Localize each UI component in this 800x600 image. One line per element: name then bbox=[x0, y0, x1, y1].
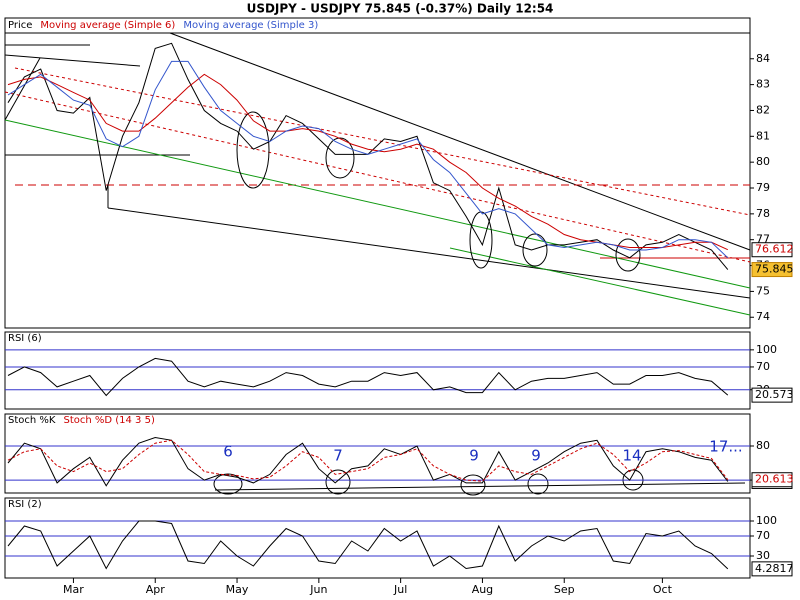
value-label: 4.2817 bbox=[755, 562, 794, 575]
trendline bbox=[14, 67, 751, 216]
series-line bbox=[7, 357, 729, 397]
series-line bbox=[7, 439, 729, 482]
value-box bbox=[751, 472, 793, 488]
annotation: 9 bbox=[531, 447, 541, 465]
highlight-ellipse bbox=[236, 111, 270, 189]
trendline bbox=[449, 247, 751, 316]
trendline bbox=[4, 57, 41, 121]
y-tick-label: 83 bbox=[756, 78, 770, 91]
value-box bbox=[751, 561, 793, 577]
highlight-ellipse bbox=[522, 233, 548, 267]
y-tick-label: 80 bbox=[756, 439, 770, 452]
trendline bbox=[214, 482, 746, 491]
trendline bbox=[4, 119, 751, 289]
highlight-ellipse bbox=[527, 473, 549, 495]
x-tick-label: Oct bbox=[653, 583, 673, 596]
x-tick-label: Mar bbox=[63, 583, 84, 596]
value-box bbox=[751, 262, 793, 278]
chart-title: USDJPY - USDJPY 75.845 (-0.37%) Daily 12… bbox=[247, 2, 554, 16]
x-tick-label: Sep bbox=[554, 583, 575, 596]
y-tick-label: 30 bbox=[756, 549, 770, 562]
annotation: 9 bbox=[469, 447, 479, 465]
legend-entry: Price bbox=[8, 20, 32, 31]
price-panel bbox=[4, 17, 751, 329]
legend-entry: Moving average (Simple 6) bbox=[40, 20, 175, 31]
highlight-ellipse bbox=[469, 211, 493, 269]
legend-entry: Stoch %K bbox=[8, 415, 56, 426]
legend-entry: Stoch %D (14 3 5) bbox=[63, 415, 154, 426]
highlight-ellipse bbox=[213, 473, 243, 495]
y-tick-label: 75 bbox=[756, 284, 770, 297]
series-line bbox=[7, 520, 729, 570]
highlight-ellipse bbox=[325, 469, 351, 495]
stoch-panel bbox=[4, 413, 751, 494]
trendline bbox=[4, 54, 141, 67]
annotation: 14 bbox=[622, 447, 641, 465]
legend-entry: Moving average (Simple 3) bbox=[183, 20, 318, 31]
value-label: 20.573 bbox=[755, 388, 794, 401]
x-tick-label: Apr bbox=[146, 583, 166, 596]
value-label: 75.845 bbox=[755, 263, 794, 276]
series-line bbox=[7, 73, 729, 251]
value-box bbox=[751, 242, 793, 258]
rsi2-panel bbox=[4, 497, 751, 579]
annotation: 17... bbox=[709, 438, 742, 456]
value-label: 76.612 bbox=[755, 243, 794, 256]
legend-entry: RSI (2) bbox=[8, 499, 42, 510]
trendline bbox=[107, 207, 751, 299]
value-label: 20.613 bbox=[755, 473, 794, 486]
y-tick-label: 70 bbox=[756, 529, 770, 542]
y-tick-label: 74 bbox=[756, 310, 770, 323]
legend-entry: RSI (6) bbox=[8, 333, 42, 344]
x-tick-label: Aug bbox=[472, 583, 493, 596]
trendline bbox=[169, 32, 751, 251]
trendlines bbox=[4, 32, 751, 496]
y-tick-label: 80 bbox=[756, 155, 770, 168]
series-line bbox=[7, 60, 729, 259]
y-tick-label: 100 bbox=[756, 343, 777, 356]
y-tick-label: 82 bbox=[756, 103, 770, 116]
x-tick-label: Jul bbox=[393, 583, 407, 596]
y-tick-label: 79 bbox=[756, 181, 770, 194]
y-tick-label: 81 bbox=[756, 129, 770, 142]
y-tick-label: 100 bbox=[756, 514, 777, 527]
highlight-ellipse bbox=[325, 137, 355, 179]
series-line bbox=[7, 42, 729, 270]
x-tick-label: May bbox=[226, 583, 249, 596]
highlight-ellipse bbox=[460, 474, 486, 496]
y-tick-label: 78 bbox=[756, 207, 770, 220]
y-tick-label: 70 bbox=[756, 360, 770, 373]
rsi6-panel bbox=[4, 331, 751, 410]
value-box bbox=[751, 387, 793, 403]
annotation: 7 bbox=[333, 447, 343, 465]
series-line bbox=[7, 436, 729, 487]
highlight-ellipse bbox=[615, 238, 641, 272]
x-tick-label: Jun bbox=[309, 583, 327, 596]
annotation: 6 bbox=[223, 443, 233, 461]
y-tick-label: 84 bbox=[756, 52, 770, 65]
trendline bbox=[4, 91, 751, 263]
